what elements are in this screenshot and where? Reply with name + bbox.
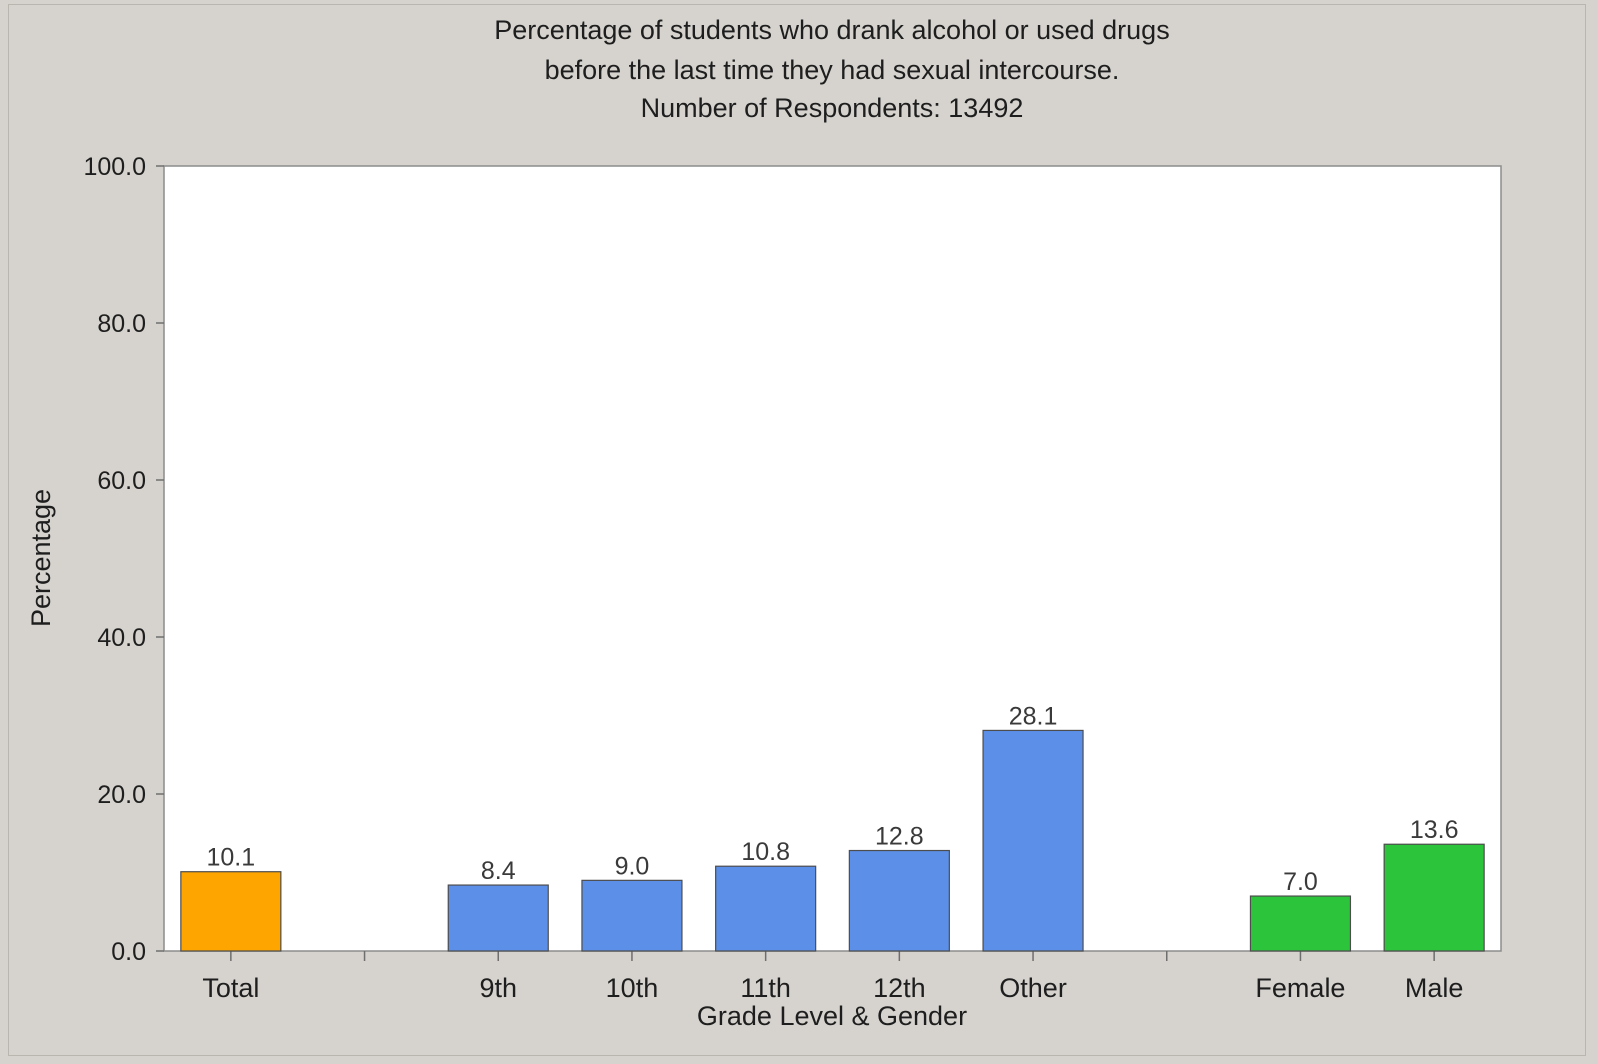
x-axis: Total 9th 10th 11th 12th Other Female Male [202,951,1463,1003]
bar-10th [581,879,683,952]
data-label-10th: 9.0 [615,852,650,880]
x-tick-label-10th: 10th [606,973,659,1003]
data-label-other: 28.1 [1009,702,1058,730]
data-label-11th: 10.8 [741,838,790,866]
data-label-male: 13.6 [1410,816,1459,844]
bar-9th [447,884,549,952]
y-tick-label: 20.0 [97,781,146,809]
y-tick-label: 100.0 [83,153,146,181]
x-tick-label-male: Male [1405,973,1464,1003]
chart-frame: Percentage of students who drank alcohol… [8,4,1586,1056]
x-axis-title: Grade Level & Gender [697,1001,967,1031]
y-tick-label: 40.0 [97,624,146,652]
y-tick-label: 0.0 [111,938,146,966]
bar-12th [848,849,950,952]
x-tick-label-9th: 9th [479,973,517,1003]
bar-11th [715,865,817,952]
y-tick-label: 80.0 [97,310,146,338]
x-tick-label-female: Female [1255,973,1345,1003]
bar-total [180,871,282,952]
data-label-total: 10.1 [207,844,256,872]
y-axis-title: Percentage [26,489,56,627]
x-tick-label-12th: 12th [873,973,926,1003]
respondents-count: Number of Respondents: 13492 [641,93,1024,123]
data-label-female: 7.0 [1283,868,1318,896]
data-label-12th: 12.8 [875,823,924,851]
y-tick-label: 60.0 [97,467,146,495]
data-label-9th: 8.4 [481,857,516,885]
bar-other [982,729,1084,952]
bar-female [1249,895,1352,952]
bars-group [180,729,1485,952]
plot-area [163,165,1502,952]
bar-male [1383,843,1485,952]
chart-title: Percentage of students who drank alcohol… [494,15,1169,45]
chart-subtitle: before the last time they had sexual int… [545,55,1120,85]
x-tick-label-11th: 11th [740,973,791,1003]
data-labels-group: 10.1 8.4 9.0 10.8 12.8 28.1 7.0 13.6 [207,702,1459,896]
x-tick-label-other: Other [999,973,1067,1003]
x-tick-label-total: Total [202,973,259,1003]
bar-chart: Percentage of students who drank alcohol… [26,15,1502,1031]
y-axis: 0.0 20.0 40.0 60.0 80.0 100.0 [83,153,164,966]
